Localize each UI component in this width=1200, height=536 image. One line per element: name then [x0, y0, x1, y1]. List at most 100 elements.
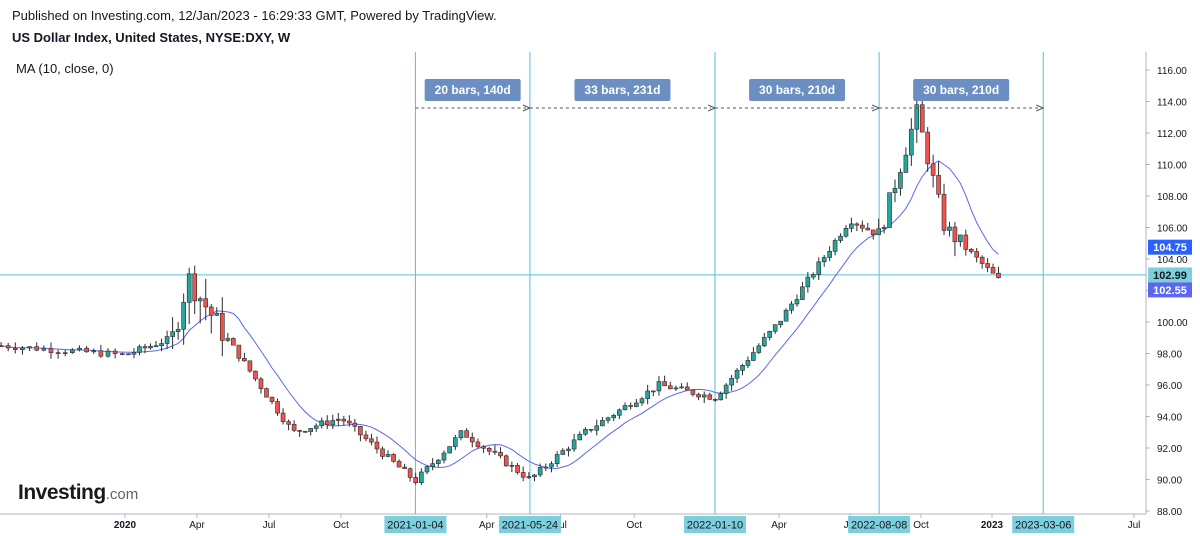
candle-down — [974, 251, 979, 258]
candle-up — [105, 350, 111, 357]
candle-up — [41, 348, 47, 351]
range-label: 20 bars, 140d — [435, 83, 511, 97]
candle-down — [662, 381, 667, 387]
candle-down — [347, 420, 352, 424]
y-tick-label: 110.00 — [1157, 161, 1187, 172]
candle-up — [634, 402, 639, 407]
candle-up — [77, 347, 82, 351]
candle-down — [979, 256, 985, 264]
symbol-title: US Dollar Index, United States, NYSE:DXY… — [12, 30, 291, 45]
candle-down — [996, 272, 1001, 279]
candle-up — [214, 312, 220, 316]
candle-down — [628, 405, 633, 407]
price-label-box-last — [1148, 282, 1192, 298]
candle-up — [651, 390, 656, 393]
candle-down — [380, 448, 385, 457]
candle-up — [319, 420, 325, 427]
candle-up — [734, 370, 740, 379]
candle-down — [503, 455, 509, 467]
candle-up — [740, 365, 745, 371]
candle-down — [302, 430, 308, 433]
candle-down — [55, 352, 61, 354]
candle-down — [48, 348, 54, 353]
candle-up — [27, 346, 32, 349]
x-tick-label: Oct — [333, 520, 349, 531]
price-label-box-crosshair — [1148, 267, 1192, 283]
candle-up — [656, 381, 662, 392]
candle-down — [269, 396, 275, 402]
candle-up — [892, 188, 898, 193]
candle-up — [876, 228, 881, 236]
candle-down — [253, 370, 258, 380]
candle-up — [175, 328, 181, 332]
candle-up — [424, 466, 430, 473]
candle-up — [903, 154, 909, 173]
candle-up — [571, 439, 577, 450]
y-tick-label: 112.00 — [1157, 129, 1187, 140]
x-tick-label: Oct — [913, 520, 929, 531]
range-label-box — [574, 79, 671, 101]
candle-up — [313, 425, 319, 429]
investing-logo: Investing.com — [18, 481, 139, 504]
candle-down — [242, 357, 247, 362]
price-label-ma: 104.75 — [1153, 242, 1187, 254]
candle-down — [941, 193, 947, 231]
candle-down — [854, 223, 860, 226]
candle-down — [870, 229, 876, 236]
candle-down — [515, 465, 520, 473]
candle-up — [947, 226, 952, 231]
candle-down — [696, 394, 701, 398]
range-label-box — [749, 79, 846, 101]
candle-up — [800, 286, 805, 300]
date-label-box — [684, 516, 747, 533]
candle-down — [963, 234, 969, 250]
candle-up — [20, 347, 25, 350]
y-tick-label: 88.00 — [1157, 507, 1182, 518]
candle-up — [336, 418, 341, 421]
candle-down — [119, 353, 125, 355]
x-tick-label: Apr — [479, 520, 495, 531]
range-label: 33 bars, 231d — [584, 83, 660, 97]
candle-up — [881, 227, 887, 230]
candle-up — [751, 352, 756, 361]
candle-up — [197, 298, 203, 302]
candle-up — [566, 448, 571, 451]
candle-down — [690, 389, 696, 395]
candle-up — [821, 257, 827, 263]
candle-up — [164, 336, 170, 344]
candle-up — [767, 331, 773, 338]
range-arrow-head — [522, 104, 532, 112]
candle-up — [679, 386, 684, 389]
candle-down — [667, 385, 673, 390]
candle-down — [684, 386, 690, 391]
candle-up — [91, 350, 97, 353]
candle-down — [968, 249, 974, 252]
candle-up — [436, 459, 441, 464]
candle-up — [761, 337, 767, 347]
candle-up — [554, 454, 560, 465]
candle-up — [723, 384, 729, 394]
y-tick-label: 100.00 — [1157, 318, 1188, 329]
range-arrow-head — [707, 104, 717, 112]
candle-up — [419, 471, 424, 483]
candle-down — [407, 468, 413, 478]
candle-up — [430, 463, 435, 467]
candle-up — [509, 465, 515, 467]
candle-up — [843, 228, 849, 237]
candle-up — [887, 192, 892, 228]
candle-down — [34, 346, 40, 351]
candle-up — [70, 349, 75, 354]
x-tick-label: Jul — [1128, 520, 1141, 531]
candle-down — [936, 175, 941, 195]
candle-up — [811, 274, 816, 278]
date-label-box — [1012, 516, 1075, 533]
date-label: 2022-01-10 — [687, 520, 743, 532]
y-tick-label: 94.00 — [1157, 413, 1182, 424]
candle-down — [62, 352, 68, 354]
candle-down — [84, 347, 89, 353]
y-tick-label: 114.00 — [1157, 98, 1187, 109]
candle-up — [137, 346, 142, 353]
candle-up — [594, 425, 600, 431]
candle-down — [126, 353, 131, 356]
